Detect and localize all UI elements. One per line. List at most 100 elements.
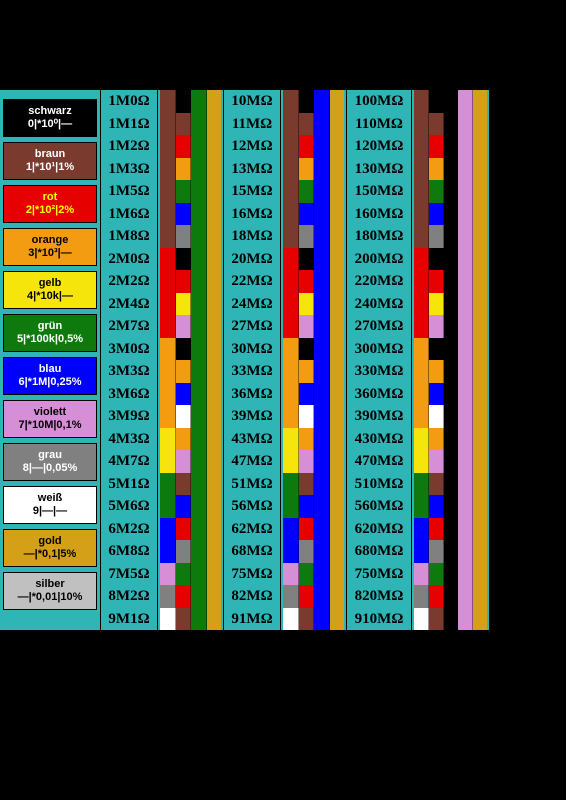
value-label: 2M7Ω (101, 315, 157, 338)
band (207, 135, 222, 158)
resistor-row: 36MΩ (224, 383, 346, 406)
band (429, 113, 444, 136)
band (207, 90, 222, 113)
band (191, 450, 207, 473)
band (429, 158, 444, 181)
band (191, 158, 207, 181)
band (473, 270, 487, 293)
value-label: 6M8Ω (101, 540, 157, 563)
resistor-row: 9M1Ω (101, 608, 223, 631)
band (429, 338, 444, 361)
value-label: 180MΩ (347, 225, 411, 248)
value-label: 3M6Ω (101, 383, 157, 406)
color-bands (157, 113, 223, 136)
value-label: 620MΩ (347, 518, 411, 541)
color-bands (157, 473, 223, 496)
resistor-row: 8M2Ω (101, 585, 223, 608)
resistor-row: 200MΩ (347, 248, 489, 271)
band (191, 405, 207, 428)
band (414, 360, 429, 383)
band (458, 270, 473, 293)
color-bands (280, 293, 346, 316)
color-bands (411, 585, 489, 608)
color-bands (280, 158, 346, 181)
band (207, 495, 222, 518)
resistor-row: 560MΩ (347, 495, 489, 518)
band (283, 113, 299, 136)
band (429, 608, 444, 631)
value-label: 1M5Ω (101, 180, 157, 203)
band (444, 158, 459, 181)
band (314, 405, 330, 428)
color-bands (157, 315, 223, 338)
band (330, 180, 345, 203)
band (444, 540, 459, 563)
band (299, 338, 315, 361)
legend-code: 5|*100k|0,5% (17, 333, 83, 346)
legend-violett: violett7|*10M|0,1% (3, 400, 97, 438)
band (176, 428, 192, 451)
band (207, 608, 222, 631)
legend-name: weiß (38, 492, 62, 505)
band (191, 360, 207, 383)
color-bands (157, 428, 223, 451)
value-label: 11MΩ (224, 113, 280, 136)
band (207, 518, 222, 541)
band (330, 113, 345, 136)
band (191, 473, 207, 496)
band (283, 225, 299, 248)
band (176, 585, 192, 608)
resistor-row: 2M0Ω (101, 248, 223, 271)
legend-code: 8|—|0,05% (23, 462, 77, 475)
band (473, 495, 487, 518)
color-bands (157, 203, 223, 226)
color-bands (280, 563, 346, 586)
band (429, 495, 444, 518)
band (160, 135, 176, 158)
decades: 1M0Ω1M1Ω1M2Ω1M3Ω1M5Ω1M6Ω1M8Ω2M0Ω2M2Ω2M4Ω… (100, 90, 489, 630)
band (299, 158, 315, 181)
color-bands (157, 180, 223, 203)
value-label: 150MΩ (347, 180, 411, 203)
resistor-row: 750MΩ (347, 563, 489, 586)
color-bands (280, 270, 346, 293)
band (283, 585, 299, 608)
legend-name: grün (38, 320, 62, 333)
band (444, 248, 459, 271)
band (191, 428, 207, 451)
band (458, 203, 473, 226)
value-label: 56MΩ (224, 495, 280, 518)
band (191, 135, 207, 158)
color-bands (157, 248, 223, 271)
value-label: 470MΩ (347, 450, 411, 473)
band (314, 428, 330, 451)
band (444, 360, 459, 383)
value-label: 5M1Ω (101, 473, 157, 496)
band (444, 203, 459, 226)
color-bands (411, 248, 489, 271)
band (330, 338, 345, 361)
band (176, 563, 192, 586)
band (458, 248, 473, 271)
band (299, 270, 315, 293)
value-label: 68MΩ (224, 540, 280, 563)
band (160, 585, 176, 608)
legend-name: schwarz (28, 105, 71, 118)
color-bands (280, 315, 346, 338)
band (473, 225, 487, 248)
resistor-row: 4M7Ω (101, 450, 223, 473)
value-label: 4M3Ω (101, 428, 157, 451)
color-bands (280, 248, 346, 271)
band (414, 270, 429, 293)
band (429, 135, 444, 158)
band (283, 270, 299, 293)
band (207, 270, 222, 293)
band (207, 248, 222, 271)
decade-col: 10MΩ11MΩ12MΩ13MΩ15MΩ16MΩ18MΩ20MΩ22MΩ24MΩ… (223, 90, 346, 630)
legend-name: grau (38, 449, 62, 462)
band (176, 315, 192, 338)
legend-code: 4|*10k|— (27, 290, 73, 303)
band (414, 248, 429, 271)
band (314, 180, 330, 203)
legend-code: 2|*10²|2% (26, 204, 74, 217)
